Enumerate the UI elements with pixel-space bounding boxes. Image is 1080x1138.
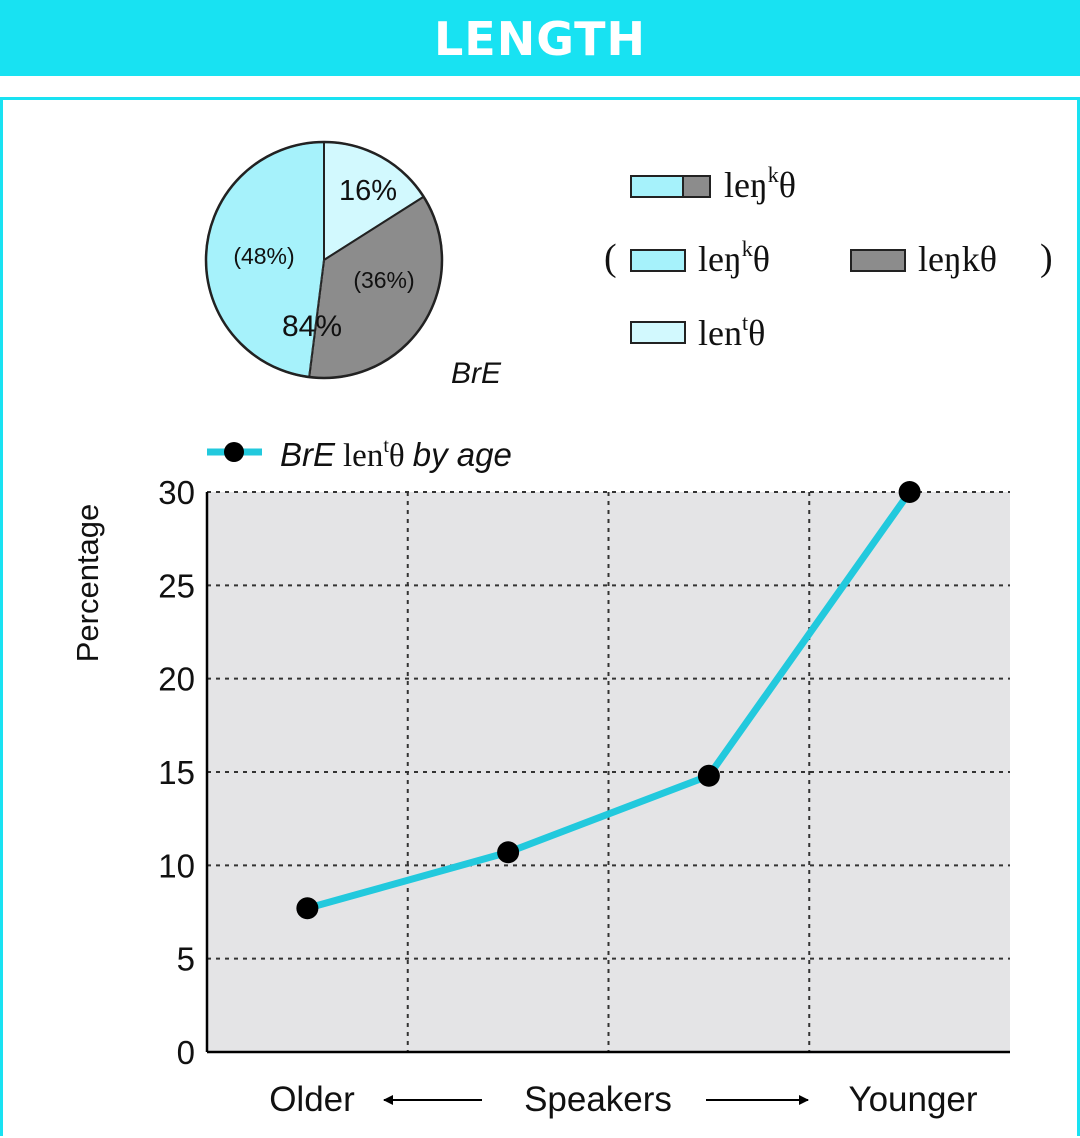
legend-label-grey: leŋkθ: [918, 239, 997, 279]
pie-chart: 16% (36%) (48%) 84% BrE: [204, 140, 502, 390]
x-axis-label-speakers: Speakers: [524, 1080, 672, 1119]
series-line: [303, 488, 914, 912]
pie-label-combined: 84%: [282, 310, 342, 343]
data-point: [497, 841, 520, 864]
pie-caption: BrE: [451, 357, 502, 390]
y-tick-label: 15: [158, 754, 195, 791]
legend-swatch-combined-cyan: [630, 175, 684, 198]
legend-label-combined: leŋkθ: [724, 162, 796, 205]
page-title: LENGTH: [0, 0, 1080, 76]
line-legend: BrE lentθ by age: [207, 435, 512, 474]
legend-swatch-combined-grey: [682, 175, 711, 198]
line-legend-marker: [224, 442, 244, 462]
pie-label-cyan: (48%): [233, 243, 294, 269]
y-tick-label: 5: [177, 941, 195, 978]
legend-label-cyan: leŋkθ: [698, 236, 770, 279]
data-point: [697, 764, 720, 787]
y-tick-label: 20: [158, 661, 195, 698]
pie-label-grey: (36%): [353, 267, 414, 293]
x-axis-label-older: Older: [269, 1080, 355, 1119]
pie-dashed-divider: [308, 259, 325, 379]
legend-paren-open: (: [604, 237, 617, 279]
legend-swatch-cyan: [630, 249, 686, 272]
pie-legend: leŋkθ ( leŋkθ leŋkθ ) lentθ: [604, 162, 1053, 353]
y-tick-label: 0: [177, 1034, 195, 1071]
data-point: [296, 897, 319, 920]
legend-swatch-light-cyan: [630, 321, 686, 344]
y-tick-label: 25: [158, 567, 195, 604]
figure-frame: [0, 97, 1080, 1136]
line-legend-label: BrE lentθ by age: [280, 435, 512, 474]
x-axis-label-younger: Younger: [848, 1080, 977, 1119]
y-axis-label: Percentage: [70, 504, 105, 663]
legend-paren-close: ): [1040, 237, 1053, 279]
y-tick-label: 10: [158, 847, 195, 884]
data-point: [898, 481, 921, 503]
pie-label-light-cyan: 16%: [339, 175, 397, 207]
pie-outline: [204, 140, 444, 380]
legend-swatch-grey: [850, 249, 906, 272]
legend-label-light-cyan: lentθ: [698, 310, 765, 353]
line-chart: 0 5 10 15 20 25 30 Percentage Older Speakers Y…: [70, 474, 1010, 1119]
y-tick-label: 30: [158, 474, 195, 511]
